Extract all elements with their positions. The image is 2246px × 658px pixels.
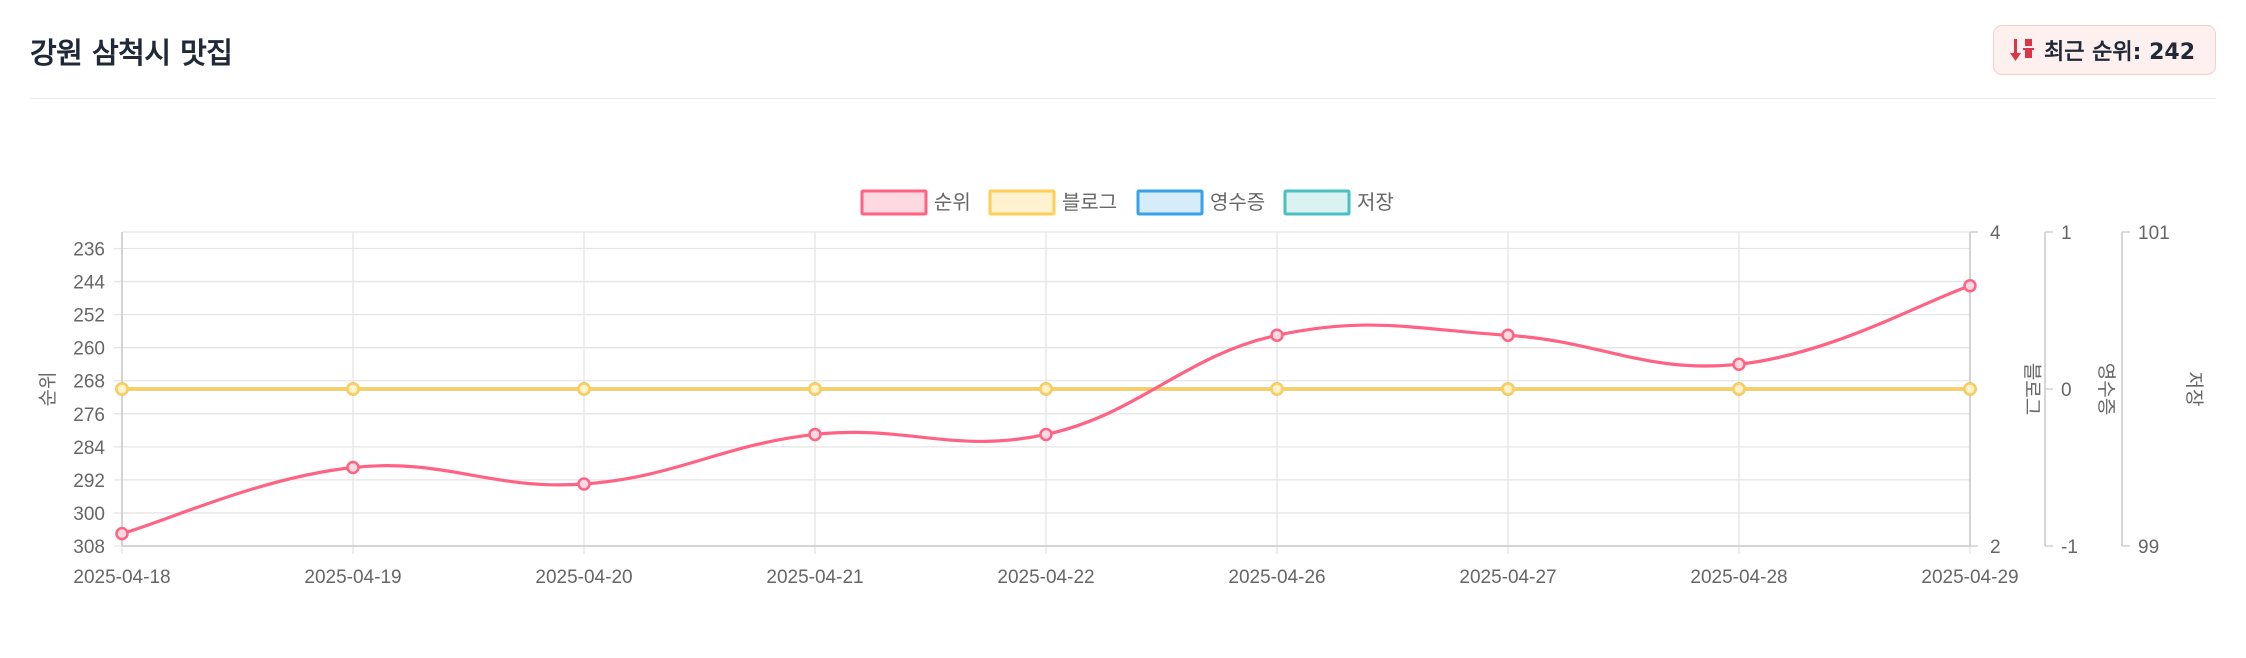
y-tick-label: 284 xyxy=(73,438,105,459)
y1-tick-label: 4 xyxy=(1990,223,2001,244)
series-2-point xyxy=(115,382,129,396)
y3-tick-label: 101 xyxy=(2138,223,2170,244)
series-2-point xyxy=(1039,382,1053,396)
series-2-point xyxy=(808,382,822,396)
x-tick-label: 2025-04-21 xyxy=(766,567,863,588)
x-tick-label: 2025-04-20 xyxy=(535,567,632,588)
y-tick-label: 244 xyxy=(73,273,105,294)
sort-down-icon xyxy=(2010,39,2034,61)
series-2-point xyxy=(1732,382,1746,396)
x-tick-label: 2025-04-28 xyxy=(1690,567,1787,588)
legend-swatch xyxy=(988,189,1056,216)
legend-label: 순위 xyxy=(934,191,971,214)
recent-rank-text: 최근 순위: 242 xyxy=(2044,40,2195,65)
y3-axis-title: 저장 xyxy=(2183,372,2205,407)
series-1-point xyxy=(808,427,822,442)
x-tick-label: 2025-04-29 xyxy=(1921,567,2018,588)
x-tick-label: 2025-04-22 xyxy=(997,567,1094,588)
series-1-point xyxy=(1501,328,1515,343)
y-axis-title: 순위 xyxy=(37,372,59,407)
x-tick-label: 2025-04-18 xyxy=(73,567,170,588)
legend-swatch xyxy=(1283,189,1351,216)
series-1-point xyxy=(1963,278,1977,293)
series-1-point xyxy=(1732,357,1746,371)
recent-rank-badge: 최근 순위: 242 xyxy=(1993,25,2216,75)
y-tick-label: 236 xyxy=(73,240,105,261)
y2-tick-label: 0 xyxy=(2061,380,2072,401)
y-tick-label: 268 xyxy=(73,372,105,393)
x-tick-label: 2025-04-19 xyxy=(304,567,401,588)
legend-label: 블로그 xyxy=(1062,191,1117,214)
y-tick-label: 252 xyxy=(73,306,105,327)
legend-swatch xyxy=(1136,189,1204,216)
page-title: 강원 삼척시 맛집 xyxy=(30,36,233,70)
series-2-point xyxy=(577,382,591,396)
page-header: 강원 삼척시 맛집 최근 순위: 242 xyxy=(30,0,2216,99)
series-1-point xyxy=(1039,427,1053,442)
chart-axes: 2025-04-18 2025-04-19 2025-04-20 2025-04-21… xyxy=(37,223,2205,588)
series-1-point xyxy=(346,460,360,475)
series-1-point xyxy=(1270,328,1284,343)
y-tick-label: 308 xyxy=(73,537,105,558)
legend-label: 저장 xyxy=(1357,191,1394,214)
y-tick-label: 300 xyxy=(73,504,105,525)
series-2-point xyxy=(346,382,360,396)
series-2-point xyxy=(1270,382,1284,396)
x-tick-label: 2025-04-27 xyxy=(1459,567,1556,588)
y-tick-label: 292 xyxy=(73,471,105,492)
chart-legend: 순위 블로그 영수증 저장 xyxy=(860,189,1394,216)
x-tick-label: 2025-04-26 xyxy=(1228,567,1325,588)
y3-tick-label: 99 xyxy=(2138,537,2159,558)
y1-tick-label: 2 xyxy=(1990,537,2001,558)
series-1-point xyxy=(577,477,591,491)
series-2-point xyxy=(1501,382,1515,396)
y-tick-label: 276 xyxy=(73,405,105,426)
chart-series xyxy=(115,278,1977,541)
series-1-point xyxy=(115,526,129,541)
y1-axis-title: 블로그 xyxy=(2021,363,2043,415)
y2-tick-label: 1 xyxy=(2061,223,2072,244)
legend-label: 영수증 xyxy=(1210,191,1265,214)
legend-swatch xyxy=(860,189,928,216)
y2-axis-title: 영수증 xyxy=(2095,363,2117,415)
y2-tick-label: -1 xyxy=(2061,537,2078,558)
y-tick-label: 260 xyxy=(73,339,105,360)
series-2-point xyxy=(1963,382,1977,396)
